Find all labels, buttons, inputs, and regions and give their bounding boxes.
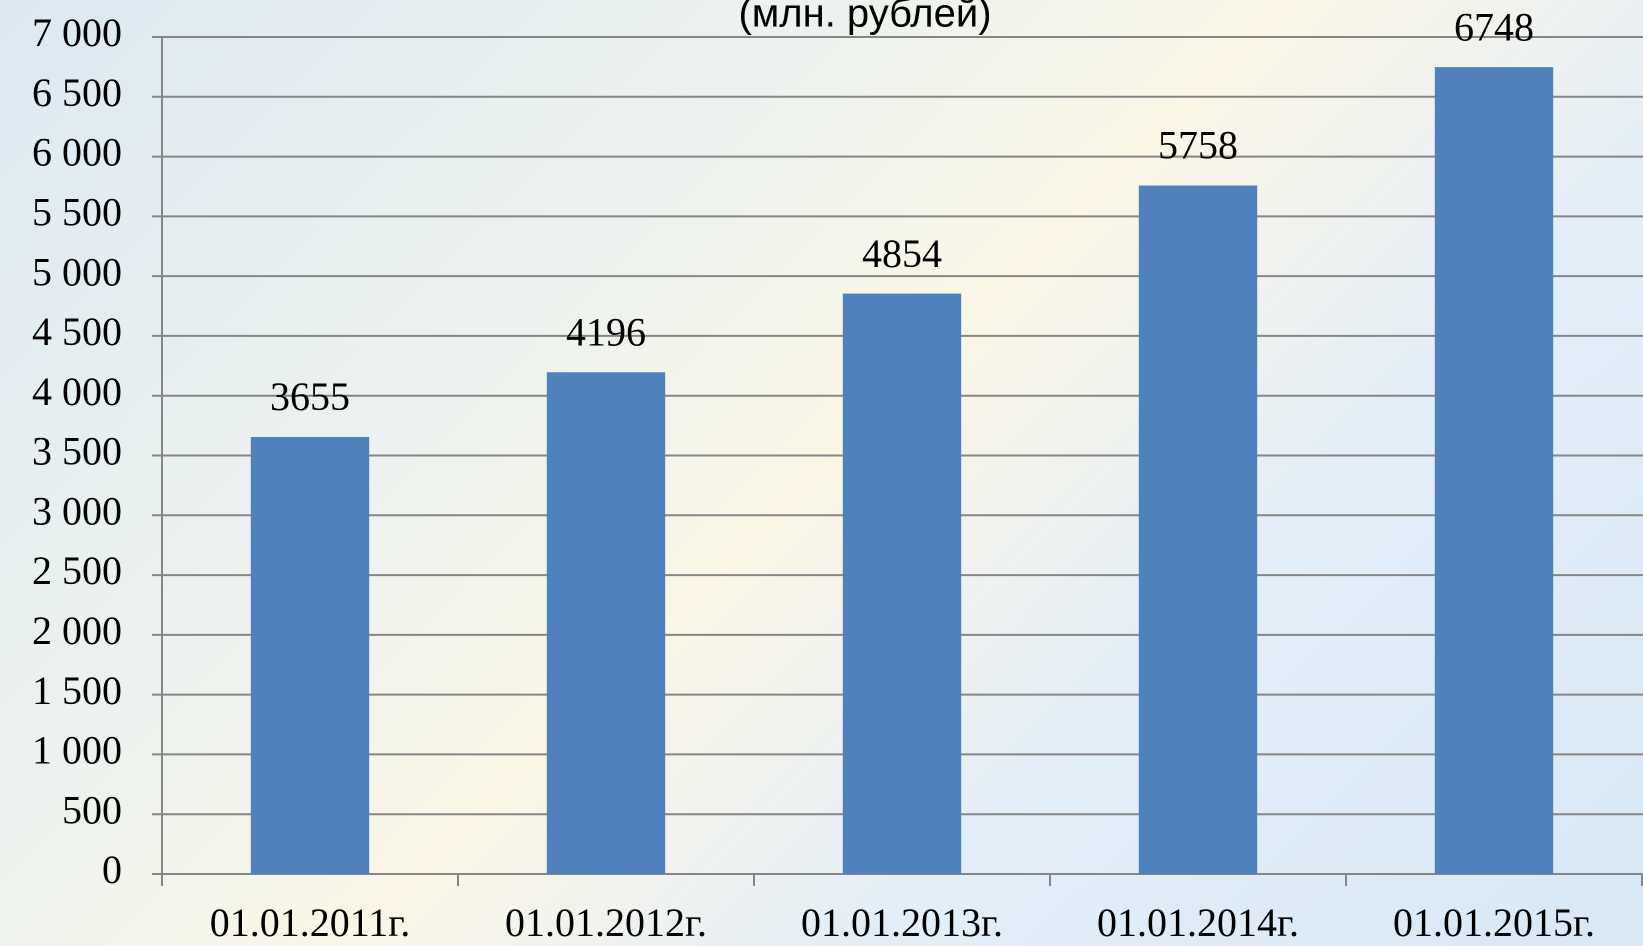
- y-tick-label: 2 000: [32, 608, 122, 653]
- data-label: 4196: [566, 309, 646, 354]
- x-tick-label: 01.01.2012г.: [505, 900, 707, 945]
- bar: [250, 436, 370, 874]
- y-tick-label: 2 500: [32, 548, 122, 593]
- y-tick-label: 3 000: [32, 488, 122, 533]
- y-tick-label: 4 500: [32, 309, 122, 354]
- chart-title: (млн. рублей): [738, 0, 991, 36]
- bar: [1434, 67, 1554, 874]
- y-tick-label: 1 000: [32, 728, 122, 773]
- y-tick-label: 6 000: [32, 130, 122, 175]
- x-tick-label: 01.01.2015г.: [1393, 900, 1595, 945]
- data-label: 3655: [270, 374, 350, 419]
- x-tick-label: 01.01.2013г.: [801, 900, 1003, 945]
- y-tick-label: 7 000: [32, 10, 122, 55]
- bar: [842, 293, 962, 874]
- y-tick-label: 5 000: [32, 249, 122, 294]
- data-label: 5758: [1158, 123, 1238, 168]
- data-label: 6748: [1454, 4, 1534, 49]
- x-tick-label: 01.01.2011г.: [210, 900, 410, 945]
- bar: [546, 372, 666, 874]
- y-tick-label: 5 500: [32, 190, 122, 235]
- bar: [1138, 185, 1258, 875]
- y-tick-label: 1 500: [32, 668, 122, 713]
- y-tick-label: 0: [102, 847, 122, 892]
- data-label: 4854: [862, 231, 942, 276]
- y-tick-label: 3 500: [32, 429, 122, 474]
- y-tick-label: 500: [62, 787, 122, 832]
- y-tick-label: 6 500: [32, 70, 122, 115]
- y-tick-label: 4 000: [32, 369, 122, 414]
- x-tick-label: 01.01.2014г.: [1097, 900, 1299, 945]
